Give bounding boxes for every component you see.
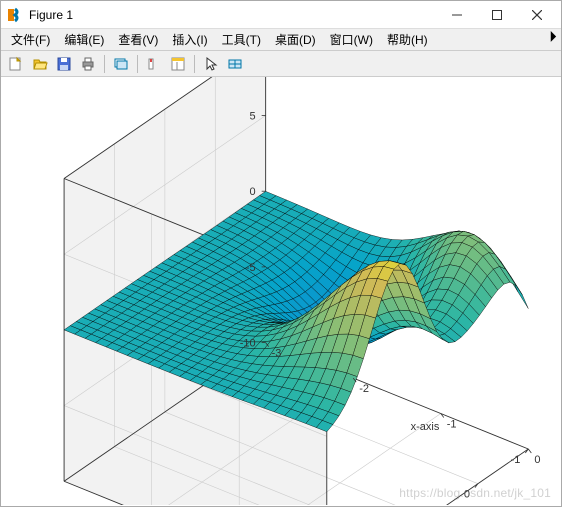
pointer-icon[interactable] <box>200 53 222 75</box>
watermark: https://blog.csdn.net/jk_101 <box>399 486 551 500</box>
print-icon[interactable] <box>77 53 99 75</box>
hand-icon[interactable] <box>224 53 246 75</box>
menu-file[interactable]: 文件(F) <box>5 29 56 50</box>
svg-text:0: 0 <box>250 186 256 198</box>
open-file-icon[interactable] <box>29 53 51 75</box>
window-title: Figure 1 <box>29 8 437 22</box>
svg-text:0: 0 <box>534 454 540 466</box>
close-button[interactable] <box>517 1 557 29</box>
brush-icon[interactable] <box>143 53 165 75</box>
save-icon[interactable] <box>53 53 75 75</box>
svg-text:-1: -1 <box>511 454 521 466</box>
svg-text:-2: -2 <box>359 383 369 395</box>
menu-tools[interactable]: 工具(T) <box>216 29 267 50</box>
title-bar: Figure 1 <box>1 1 561 29</box>
surface-plot[interactable]: -10-50510-3-2-10-10123x-axisy-axis <box>1 77 561 505</box>
svg-text:-3: -3 <box>272 348 282 360</box>
toolbar-separator <box>104 55 105 73</box>
menu-desktop[interactable]: 桌面(D) <box>269 29 322 50</box>
link-icon[interactable] <box>110 53 132 75</box>
toolbar <box>1 51 561 77</box>
minimize-button[interactable] <box>437 1 477 29</box>
svg-text:-10: -10 <box>240 338 256 350</box>
maximize-button[interactable] <box>477 1 517 29</box>
menu-view[interactable]: 查看(V) <box>112 29 164 50</box>
menu-edit[interactable]: 编辑(E) <box>58 29 110 50</box>
menu-insert[interactable]: 插入(I) <box>166 29 213 50</box>
menu-help[interactable]: 帮助(H) <box>381 29 434 50</box>
svg-text:5: 5 <box>250 111 256 123</box>
toolbar-separator <box>194 55 195 73</box>
app-icon <box>7 7 23 23</box>
svg-text:-1: -1 <box>447 419 457 431</box>
inspect-icon[interactable] <box>167 53 189 75</box>
new-figure-icon[interactable] <box>5 53 27 75</box>
menu-window[interactable]: 窗口(W) <box>324 29 379 50</box>
svg-text:x-axis: x-axis <box>411 421 440 433</box>
toolbar-separator <box>137 55 138 73</box>
figure-canvas[interactable]: -10-50510-3-2-10-10123x-axisy-axis https… <box>1 77 561 506</box>
svg-text:-5: -5 <box>246 262 256 274</box>
dock-icon[interactable]: ◢ <box>545 30 558 43</box>
menu-bar: 文件(F) 编辑(E) 查看(V) 插入(I) 工具(T) 桌面(D) 窗口(W… <box>1 29 561 51</box>
